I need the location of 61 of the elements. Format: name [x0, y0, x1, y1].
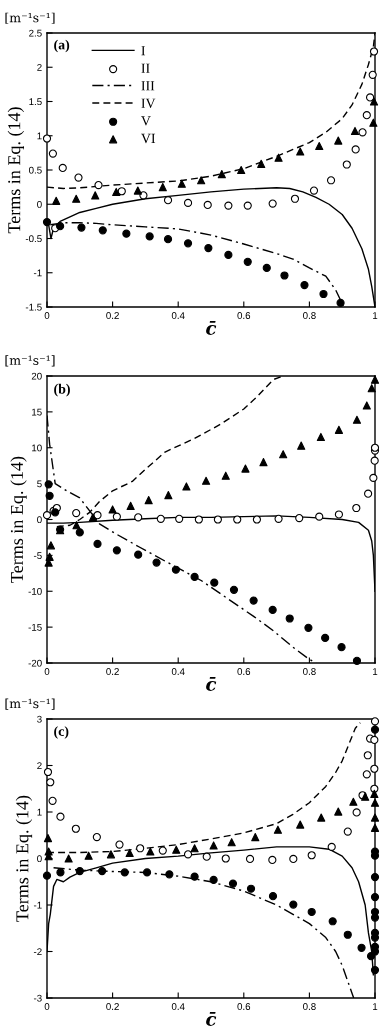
legend-label: V [141, 116, 151, 126]
y-tick-label: -1.5 [25, 303, 42, 311]
y-tick-label: -1 [33, 901, 42, 909]
y-axis-title: Terms in Eq. (14) [10, 456, 27, 583]
x-tick-label: 0.2 [106, 312, 119, 319]
x-tick-label: 0.4 [171, 668, 185, 675]
x-tick-label: 0 [44, 668, 50, 675]
y-tick-label: 0.5 [29, 166, 42, 174]
y-tick-label: 1 [37, 808, 42, 816]
x-tick-label: 0.6 [237, 668, 251, 675]
x-tick-label: 1 [373, 1003, 378, 1010]
x-tick-label: 0.8 [303, 668, 316, 675]
legend-label: II [141, 63, 150, 73]
y-tick-label: 15 [32, 408, 42, 416]
x-tick-label: 1 [373, 312, 378, 319]
x-tick-label: 0 [44, 1003, 50, 1010]
x-tick-label: 0.2 [106, 1003, 119, 1010]
y-tick-label: 10 [32, 444, 42, 452]
text: [m⁻¹s⁻¹] [5, 12, 55, 24]
x-axis-title: c̄ [206, 320, 217, 335]
x-tick-label: 0.2 [106, 668, 119, 675]
y-tick-label: 3 [37, 715, 42, 723]
y-tick-label: -0.5 [25, 235, 42, 243]
x-tick-label: 0.6 [237, 1003, 251, 1010]
x-tick-label: 0.4 [171, 312, 185, 319]
legend-label: IV [141, 98, 156, 109]
legend-label: III [141, 81, 155, 91]
y-tick-label: -10 [28, 587, 42, 595]
x-tick-label: 1 [373, 668, 378, 675]
y-tick-label: 1 [37, 132, 42, 140]
y-tick-label: -3 [33, 994, 42, 1002]
y-tick-label: -5 [33, 552, 42, 559]
x-tick-label: 0.6 [237, 312, 251, 319]
x-axis-title: c̄ [206, 676, 217, 691]
x-tick-label: 0.4 [171, 1003, 185, 1010]
y-tick-label: 2.5 [29, 29, 42, 37]
legend-label: I [141, 46, 146, 56]
y-tick-label: -2 [33, 948, 42, 956]
y-tick-label: 20 [31, 372, 42, 380]
x-tick-label: 0.8 [303, 1003, 316, 1010]
y-tick-label: 0 [37, 855, 42, 863]
y-axis-title: Terms in Eq. (14) [15, 795, 33, 922]
y-tick-label: 0 [37, 200, 42, 208]
y-tick-label: -1 [33, 269, 42, 277]
y-axis-title: Terms in Eq. (14) [7, 107, 24, 234]
chart-title: (c) [54, 726, 69, 739]
text: (b) [54, 383, 70, 397]
y-tick-label: 2 [37, 762, 42, 770]
chart-title: (a) [54, 39, 70, 53]
y-tick-label: 0 [37, 516, 42, 524]
text: [m⁻¹s⁻¹] [5, 355, 55, 367]
y-tick-label: 5 [37, 480, 42, 488]
x-tick-label: 0.8 [303, 312, 316, 319]
legend-label: VI [141, 133, 156, 144]
x-axis-title: c̄ [206, 1011, 217, 1026]
y-tick-label: 2 [37, 63, 42, 71]
y-tick-label: -20 [28, 659, 42, 667]
y-tick-label: 1.5 [29, 98, 42, 106]
x-tick-label: 0 [44, 312, 50, 319]
text: [m⁻¹s⁻¹] [5, 698, 55, 710]
y-tick-label: -15 [28, 623, 42, 631]
